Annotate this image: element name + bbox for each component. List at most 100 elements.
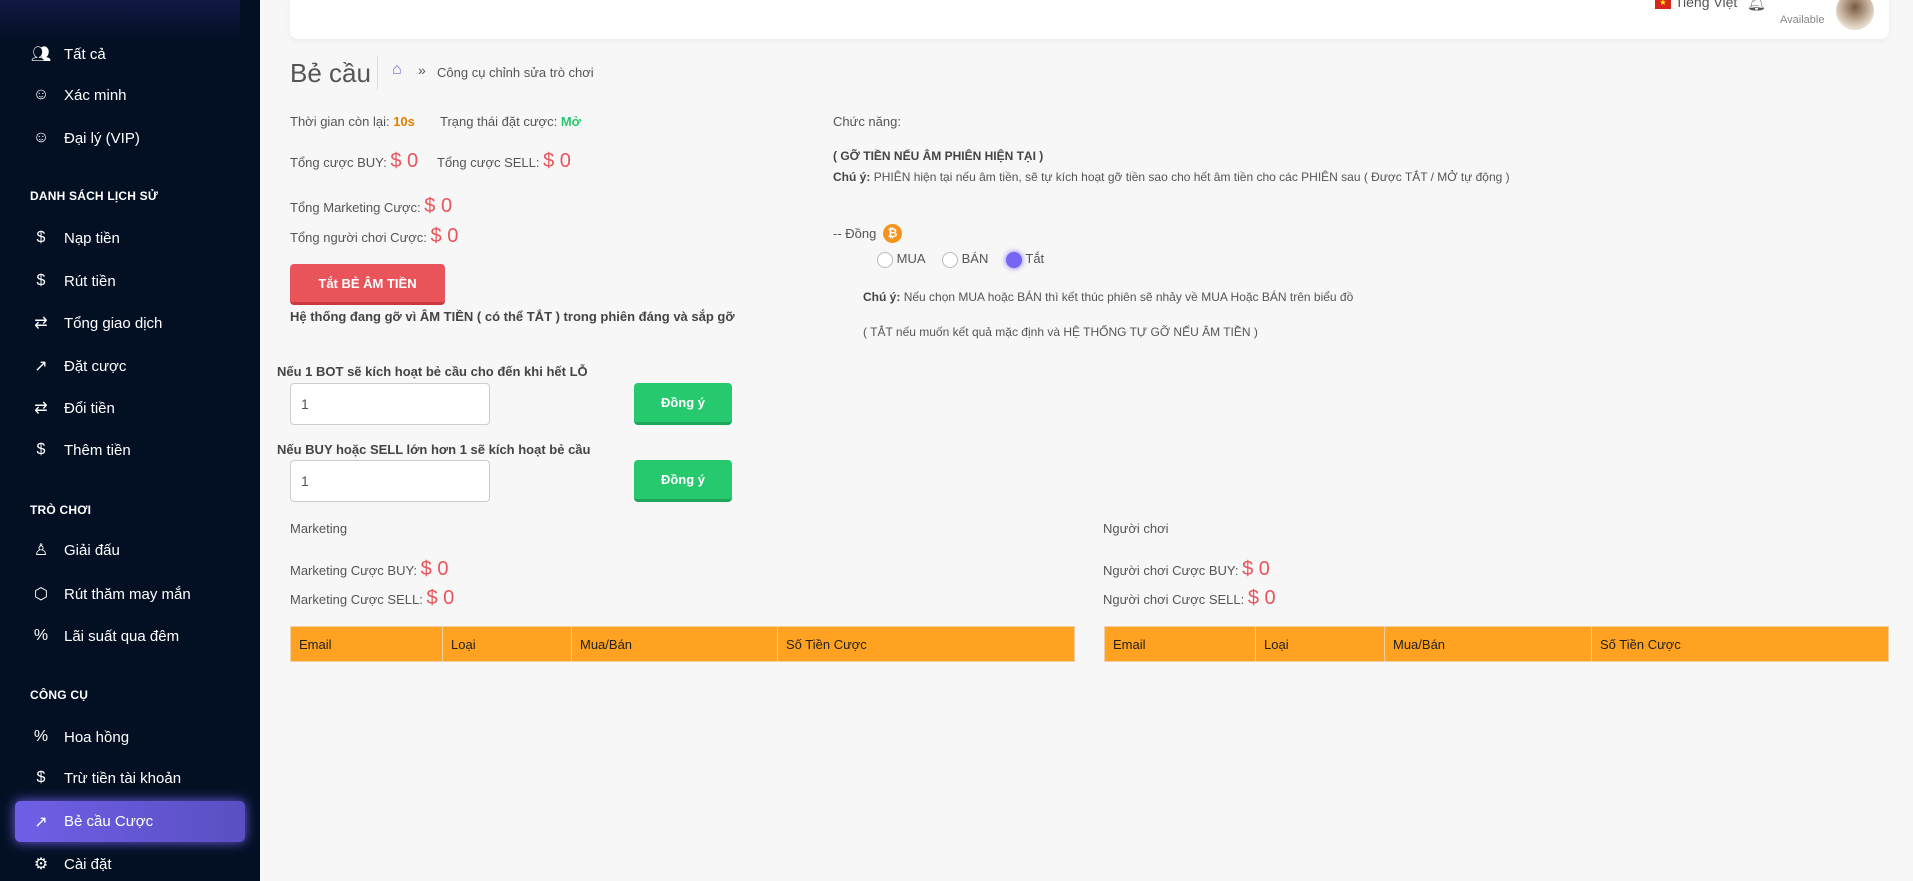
sidebar-item-tournament[interactable]: ♙ Giải đấu [30, 535, 120, 565]
breadcrumb-separator: » [418, 62, 426, 78]
sidebar-item-verify[interactable]: ☺ Xác minh [30, 80, 127, 110]
bet-status: Trạng thái đặt cược: Mở [440, 114, 581, 129]
avatar[interactable] [1836, 0, 1874, 30]
sidebar-item-transactions[interactable]: ⇄ Tổng giao dịch [30, 308, 162, 338]
value: $ 0 [543, 150, 571, 172]
bell-icon[interactable]: 🔔︎ [1747, 0, 1767, 12]
table-header-row: Email Loại Mua/Bán Số Tiền Cược [1104, 626, 1889, 662]
radio-circle[interactable] [877, 251, 893, 268]
percent-icon: % [33, 627, 49, 644]
label: Giải đấu [64, 541, 120, 559]
user-status: Available [1780, 14, 1825, 26]
sidebar-item-agent[interactable]: ☺ Đại lý (VIP) [30, 123, 140, 153]
sidebar-item-deduct[interactable]: $ Trừ tiền tài khoản [30, 763, 182, 793]
label: Đặt cược [64, 357, 127, 375]
marketing-sell: Marketing Cược SELL: $ 0 [290, 587, 454, 610]
players-buy: Người chơi Cược BUY: $ 0 [1103, 558, 1270, 581]
sidebar-item-lucky-draw[interactable]: ⬡ Rút thăm may mắn [30, 579, 191, 609]
players-title: Người chơi [1103, 521, 1169, 536]
label: Rút thăm may mắn [64, 585, 191, 603]
radio-sell[interactable]: BÁN [942, 251, 988, 268]
time-left-value: 10s [393, 114, 415, 129]
col-email[interactable]: Email [290, 626, 443, 662]
sidebar: 👥︎ Tất cả ☺ Xác minh ☺ Đại lý (VIP) DANH SÁ… [0, 0, 260, 881]
label: Bẻ cầu Cược [64, 813, 154, 830]
value: $ 0 [1242, 558, 1270, 580]
section-tools: CÔNG CỤ [30, 688, 89, 702]
threshold-label: Nếu BUY hoặc SELL lớn hơn 1 sẽ kích hoạt… [277, 442, 591, 457]
sidebar-item-overnight-interest[interactable]: % Lãi suất qua đêm [30, 621, 179, 651]
label: Thời gian còn lại: [290, 114, 390, 129]
sidebar-item-all[interactable]: 👥︎ Tất cả [30, 39, 106, 69]
time-left: Thời gian còn lại: 10s [290, 114, 415, 129]
col-type[interactable]: Loại [1255, 626, 1385, 662]
threshold-confirm-button[interactable]: Đồng ý [634, 460, 732, 502]
sidebar-item-break-bet[interactable]: ↗ Bẻ cầu Cược [15, 801, 245, 842]
toggle-break-negative-button[interactable]: Tắt BẺ ÂM TIỀN [290, 264, 445, 305]
bot-trigger-input[interactable] [290, 383, 490, 425]
function-note-3: ( TẮT nếu muốn kết quả mặc định và HỆ TH… [863, 325, 1258, 339]
label: Thêm tiền [64, 441, 131, 459]
trending-up-icon: ↗ [34, 813, 48, 831]
dollar-icon: $ [36, 229, 46, 246]
function-note: Chú ý: PHIÊN hiện tại nếu âm tiền, sẽ tự… [833, 170, 1510, 184]
col-buy-sell[interactable]: Mua/Bán [1384, 626, 1592, 662]
label: Hoa hồng [64, 728, 130, 746]
section-history: DANH SÁCH LỊCH SỬ [30, 189, 159, 203]
marketing-title: Marketing [290, 521, 348, 536]
breadcrumb: Công cụ chỉnh sửa trò chơi [437, 65, 594, 80]
dollar-icon: $ [36, 272, 46, 289]
value: $ 0 [426, 587, 455, 609]
sidebar-item-withdraw[interactable]: $ Rút tiền [30, 266, 116, 296]
settings-icon: ⚙ [33, 856, 49, 873]
label: Trừ tiền tài khoản [64, 769, 182, 787]
col-buy-sell[interactable]: Mua/Bán [571, 626, 778, 662]
dollar-icon: $ [36, 441, 46, 458]
value: $ 0 [424, 195, 453, 217]
col-amount[interactable]: Số Tiền Cược [777, 626, 1075, 662]
sidebar-item-deposit[interactable]: $ Nạp tiền [30, 223, 120, 253]
award-icon: ♙ [33, 542, 49, 559]
sidebar-item-add-money[interactable]: $ Thêm tiền [30, 435, 131, 465]
label: Chú ý: [833, 170, 871, 184]
function-heading: ( GỠ TIỀN NẾU ÂM PHIÊN HIỆN TẠI ) [833, 149, 1044, 163]
box-icon: ⬡ [34, 586, 48, 603]
repeat-icon: ⇄ [34, 400, 48, 417]
label: Tổng cược SELL: [437, 155, 540, 170]
text: Nếu chọn MUA hoặc BÁN thì kết thúc phiên… [903, 290, 1354, 304]
status-badge: Mở [560, 114, 581, 129]
top-navbar: ★ Tiếng Việt 🔔︎ Available [290, 0, 1889, 39]
radio-circle[interactable] [942, 251, 958, 268]
language-selector[interactable]: Tiếng Việt [1675, 0, 1738, 10]
label: Đại lý (VIP) [64, 129, 140, 147]
label: Tất cả [64, 45, 106, 63]
label: Rút tiền [64, 272, 116, 290]
coin-label: -- Đồng [833, 226, 877, 241]
label: Tổng cược BUY: [290, 155, 387, 170]
bitcoin-icon: ₿ [883, 224, 902, 243]
label: Trạng thái đặt cược: [440, 114, 558, 129]
value: $ 0 [420, 558, 449, 580]
radio-off[interactable]: Tắt [1006, 251, 1044, 268]
col-amount[interactable]: Số Tiền Cược [1591, 626, 1889, 662]
user-x-icon: ☺ [32, 129, 50, 146]
radio-circle[interactable] [1006, 251, 1022, 268]
home-icon[interactable]: ⌂ [392, 61, 402, 78]
label: Cài đặt [64, 855, 112, 873]
sidebar-item-commission[interactable]: % Hoa hồng [30, 722, 129, 752]
col-email[interactable]: Email [1104, 626, 1256, 662]
sidebar-item-exchange[interactable]: ⇄ Đổi tiền [30, 393, 115, 423]
sidebar-item-settings[interactable]: ⚙ Cài đặt [30, 849, 112, 879]
threshold-input[interactable] [290, 460, 490, 502]
label: Tổng người chơi Cược: [290, 230, 427, 245]
total-buy: Tổng cược BUY: $ 0 [290, 150, 418, 173]
sidebar-item-bets[interactable]: ↗ Đặt cược [30, 351, 126, 381]
label: Nạp tiền [64, 229, 120, 247]
players-table: Email Loại Mua/Bán Số Tiền Cược [1104, 626, 1889, 662]
col-type[interactable]: Loại [442, 626, 572, 662]
players-sell: Người chơi Cược SELL: $ 0 [1103, 587, 1276, 610]
bot-trigger-confirm-button[interactable]: Đồng ý [634, 383, 732, 425]
radio-buy[interactable]: MUA [877, 251, 926, 268]
users-icon: 👥︎ [30, 46, 52, 63]
trending-up-icon: ↗ [34, 358, 48, 375]
